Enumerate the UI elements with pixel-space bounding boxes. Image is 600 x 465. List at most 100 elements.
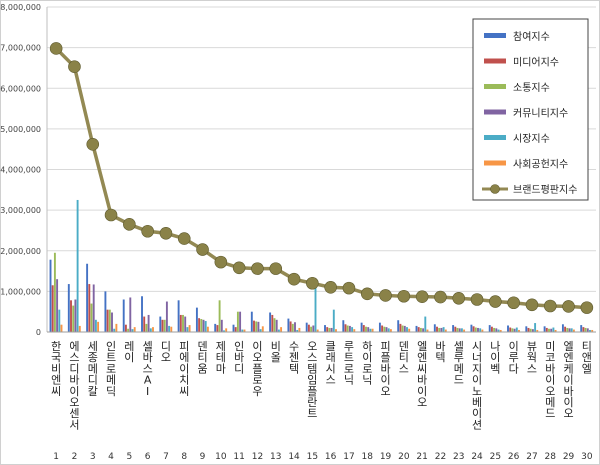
line-point-27 bbox=[525, 298, 539, 312]
bar-참여지수-17 bbox=[342, 320, 345, 332]
bar-시장지수-14 bbox=[296, 329, 299, 332]
y-tick-label: 7,000,000 bbox=[0, 44, 41, 53]
line-point-24 bbox=[470, 293, 484, 306]
bar-커뮤니티지수-1 bbox=[56, 279, 59, 332]
legend-label-미디어지수: 미디어지수 bbox=[513, 57, 559, 69]
category-label-char: 텍 bbox=[435, 351, 445, 364]
bar-미디어지수-13 bbox=[271, 314, 274, 332]
bar-미디어지수-10 bbox=[216, 325, 219, 332]
bar-소통지수-13 bbox=[273, 318, 276, 332]
bar-참여지수-11 bbox=[232, 324, 235, 332]
line-point-7 bbox=[159, 226, 173, 240]
bar-소통지수-23 bbox=[456, 327, 459, 332]
legend-swatch-참여지수 bbox=[484, 33, 506, 38]
category-label-char: 수 bbox=[289, 340, 299, 353]
category-label-char: 바 bbox=[380, 362, 390, 375]
category-label-char: 닉 bbox=[362, 374, 372, 387]
category-label-char: 티 bbox=[582, 340, 592, 353]
bar-미디어지수-14 bbox=[289, 321, 292, 332]
y-tick-label: 2,000,000 bbox=[0, 247, 41, 256]
category-label-char: 딕 bbox=[106, 385, 116, 398]
category-label-char: 이 bbox=[362, 351, 372, 364]
category-label-char: 인 bbox=[234, 340, 244, 353]
line-point-26 bbox=[507, 296, 520, 310]
bar-참여지수-16 bbox=[324, 325, 326, 332]
rank-label: 14 bbox=[288, 452, 300, 462]
bar-시장지수-3 bbox=[94, 319, 97, 332]
line-point-25 bbox=[489, 295, 502, 308]
bar-미디어지수-26 bbox=[509, 327, 512, 332]
bar-커뮤니티지수-12 bbox=[257, 321, 260, 332]
rank-label: 27 bbox=[526, 452, 537, 462]
category-label-char: 칼 bbox=[88, 385, 98, 398]
line-layer bbox=[49, 42, 594, 314]
bar-소통지수-22 bbox=[438, 327, 441, 332]
bar-소통지수-30 bbox=[584, 327, 587, 332]
bar-소통지수-15 bbox=[310, 326, 313, 332]
category-label-char: 이 bbox=[380, 374, 390, 387]
bar-참여지수-15 bbox=[305, 322, 308, 332]
category-label-char: 미 bbox=[545, 340, 555, 353]
category-label-char: 오 bbox=[545, 385, 555, 398]
bar-참여지수-20 bbox=[397, 320, 400, 332]
legend-label-브랜드평판지수: 브랜드평판지수 bbox=[513, 184, 577, 196]
rank-label: 11 bbox=[233, 452, 244, 462]
bar-소통지수-29 bbox=[566, 327, 569, 332]
bar-시장지수-26 bbox=[515, 327, 518, 332]
category-label-char: 씨 bbox=[417, 362, 427, 375]
category-label-char: 엔 bbox=[51, 374, 61, 387]
category-label-char: 에 bbox=[179, 351, 189, 364]
line-point-10 bbox=[214, 255, 228, 269]
line-point-22 bbox=[434, 290, 447, 304]
category-label-char: 바 bbox=[417, 374, 427, 387]
bar-시장지수-16 bbox=[332, 309, 335, 332]
bar-참여지수-19 bbox=[378, 322, 381, 332]
category-label-char: 메 bbox=[454, 362, 464, 375]
bar-시장지수-11 bbox=[241, 329, 244, 332]
bar-시장지수-13 bbox=[277, 329, 280, 332]
bar-소통지수-10 bbox=[218, 300, 221, 332]
category-label-char: 앤 bbox=[582, 351, 592, 364]
rank-label: 18 bbox=[362, 452, 374, 462]
category-label-char: 비 bbox=[51, 362, 61, 375]
bar-소통지수-21 bbox=[419, 327, 422, 332]
bar-소통지수-7 bbox=[163, 319, 166, 332]
legend-label-시장지수: 시장지수 bbox=[513, 133, 550, 145]
bar-소통지수-1 bbox=[53, 252, 56, 332]
line-point-16 bbox=[324, 281, 337, 294]
category-label-char: 이 bbox=[545, 374, 555, 387]
rank-label: 9 bbox=[200, 452, 206, 462]
line-point-11 bbox=[232, 261, 246, 275]
legend-swatch-사회공헌지수 bbox=[484, 160, 506, 166]
y-tick-label: 8,000,000 bbox=[0, 3, 41, 12]
line-point-15 bbox=[306, 276, 319, 290]
bar-미디어지수-17 bbox=[344, 324, 347, 332]
category-label-char: 다 bbox=[509, 362, 519, 375]
bar-소통지수-24 bbox=[474, 327, 477, 332]
line-point-3 bbox=[86, 138, 100, 151]
bar-미디어지수-1 bbox=[51, 285, 54, 332]
category-label-char: 엘 bbox=[417, 340, 427, 353]
bar-참여지수-22 bbox=[433, 324, 436, 332]
bar-미디어지수-7 bbox=[161, 319, 164, 332]
bar-소통지수-11 bbox=[236, 311, 239, 332]
category-label-char: 씨 bbox=[51, 385, 61, 398]
bar-사회공헌지수-6 bbox=[152, 327, 154, 333]
bar-미디어지수-24 bbox=[472, 326, 475, 332]
category-label-char: 세 bbox=[88, 340, 98, 353]
y-tick-label: 0 bbox=[36, 328, 41, 337]
bar-시장지수-21 bbox=[424, 316, 427, 332]
bar-시장지수-2 bbox=[76, 199, 79, 332]
bar-미디어지수-21 bbox=[417, 327, 420, 333]
category-label-char: 오 bbox=[252, 351, 262, 364]
y-tick-label: 4,000,000 bbox=[0, 166, 41, 175]
bar-참여지수-29 bbox=[561, 324, 564, 332]
bar-시장지수-5 bbox=[131, 329, 134, 332]
bar-시장지수-19 bbox=[387, 328, 390, 332]
category-label-char: 오 bbox=[417, 396, 427, 409]
rank-label: 25 bbox=[490, 452, 501, 462]
category-label-char: 메 bbox=[545, 396, 555, 409]
category-label-char: 서 bbox=[69, 418, 79, 431]
bar-커뮤니티지수-29 bbox=[568, 328, 571, 332]
bar-사회공헌지수-16 bbox=[335, 329, 337, 332]
